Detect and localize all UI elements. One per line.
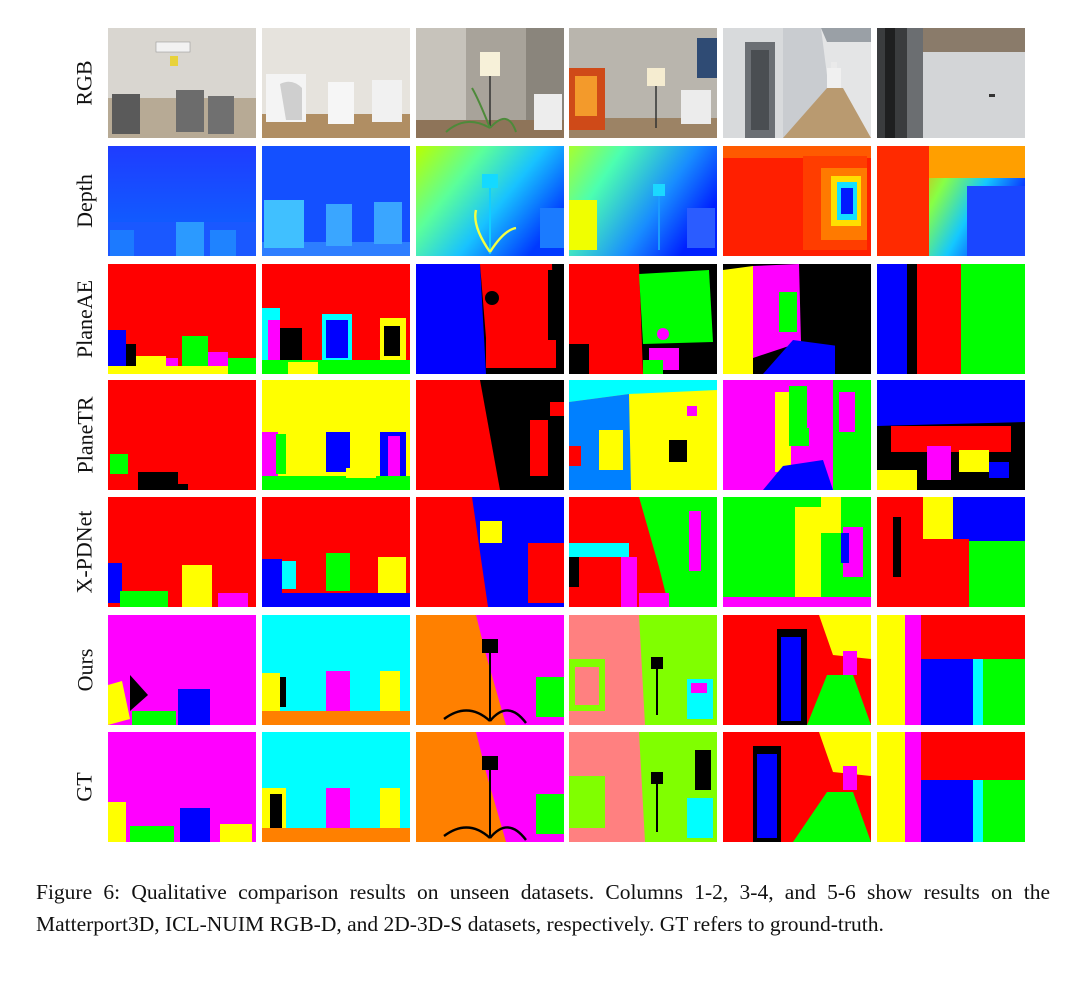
- row-label-rgb: RGB: [72, 60, 97, 106]
- gt-tile-col6: [877, 732, 1025, 842]
- depth-tile-col3: [416, 146, 564, 256]
- depth-tile-col5: [723, 146, 871, 256]
- planeae-tile-col5: [723, 264, 871, 374]
- xpdnet-tile-col3: [416, 497, 564, 607]
- ours-tile-col4: [569, 615, 717, 725]
- row-label-gt: GT: [71, 772, 97, 802]
- depth-tile-col2: [262, 146, 410, 256]
- gt-tile-col3: [416, 732, 564, 842]
- depth-tile-col6: [877, 146, 1025, 256]
- depth-tile-col1: [108, 146, 256, 256]
- row-label-planetr: PlaneTR: [72, 396, 97, 474]
- xpdnet-tile-col6: [877, 497, 1025, 607]
- xpdnet-tile-col4: [569, 497, 717, 607]
- planetr-tile-col4: [569, 380, 717, 490]
- planetr-tile-col2: [262, 380, 410, 490]
- planeae-tile-col2: [262, 264, 410, 374]
- row-label-depth: Depth: [72, 174, 98, 228]
- gt-tile-col1: [108, 732, 256, 842]
- depth-tile-col4: [569, 146, 717, 256]
- ours-tile-col6: [877, 615, 1025, 725]
- xpdnet-tile-col5: [723, 497, 871, 607]
- ours-tile-col5: [723, 615, 871, 725]
- planeae-tile-col3: [416, 264, 564, 374]
- gt-tile-col2: [262, 732, 410, 842]
- planeae-tile-col1: [108, 264, 256, 374]
- gt-tile-col5: [723, 732, 871, 842]
- xpdnet-tile-col2: [262, 497, 410, 607]
- gt-tile-col4: [569, 732, 717, 842]
- planetr-tile-col6: [877, 380, 1025, 490]
- rgb-tile-col3: [416, 28, 564, 138]
- ours-tile-col2: [262, 615, 410, 725]
- planetr-tile-col3: [416, 380, 564, 490]
- planeae-tile-col6: [877, 264, 1025, 374]
- ours-tile-col1: [108, 615, 256, 725]
- row-label-planeae: PlaneAE: [72, 279, 98, 359]
- rgb-tile-col5: [723, 28, 871, 138]
- rgb-tile-col6: [877, 28, 1025, 138]
- ours-tile-col3: [416, 615, 564, 725]
- row-label-xpdnet: X-PDNet: [72, 510, 98, 594]
- rgb-tile-col2: [262, 28, 410, 138]
- figure-caption: Figure 6: Qualitative comparison results…: [36, 880, 1050, 936]
- row-label-ours: Ours: [72, 648, 97, 692]
- rgb-tile-col4: [569, 28, 717, 138]
- xpdnet-tile-col1: [108, 497, 256, 607]
- planetr-tile-col5: [723, 380, 871, 490]
- figure-6-grid: RGB Depth PlaneAE PlaneTR X-PDNet Ours G…: [71, 28, 1025, 842]
- rgb-tile-col1: [108, 28, 256, 138]
- planetr-tile-col1: [108, 380, 256, 490]
- planeae-tile-col4: [569, 264, 717, 374]
